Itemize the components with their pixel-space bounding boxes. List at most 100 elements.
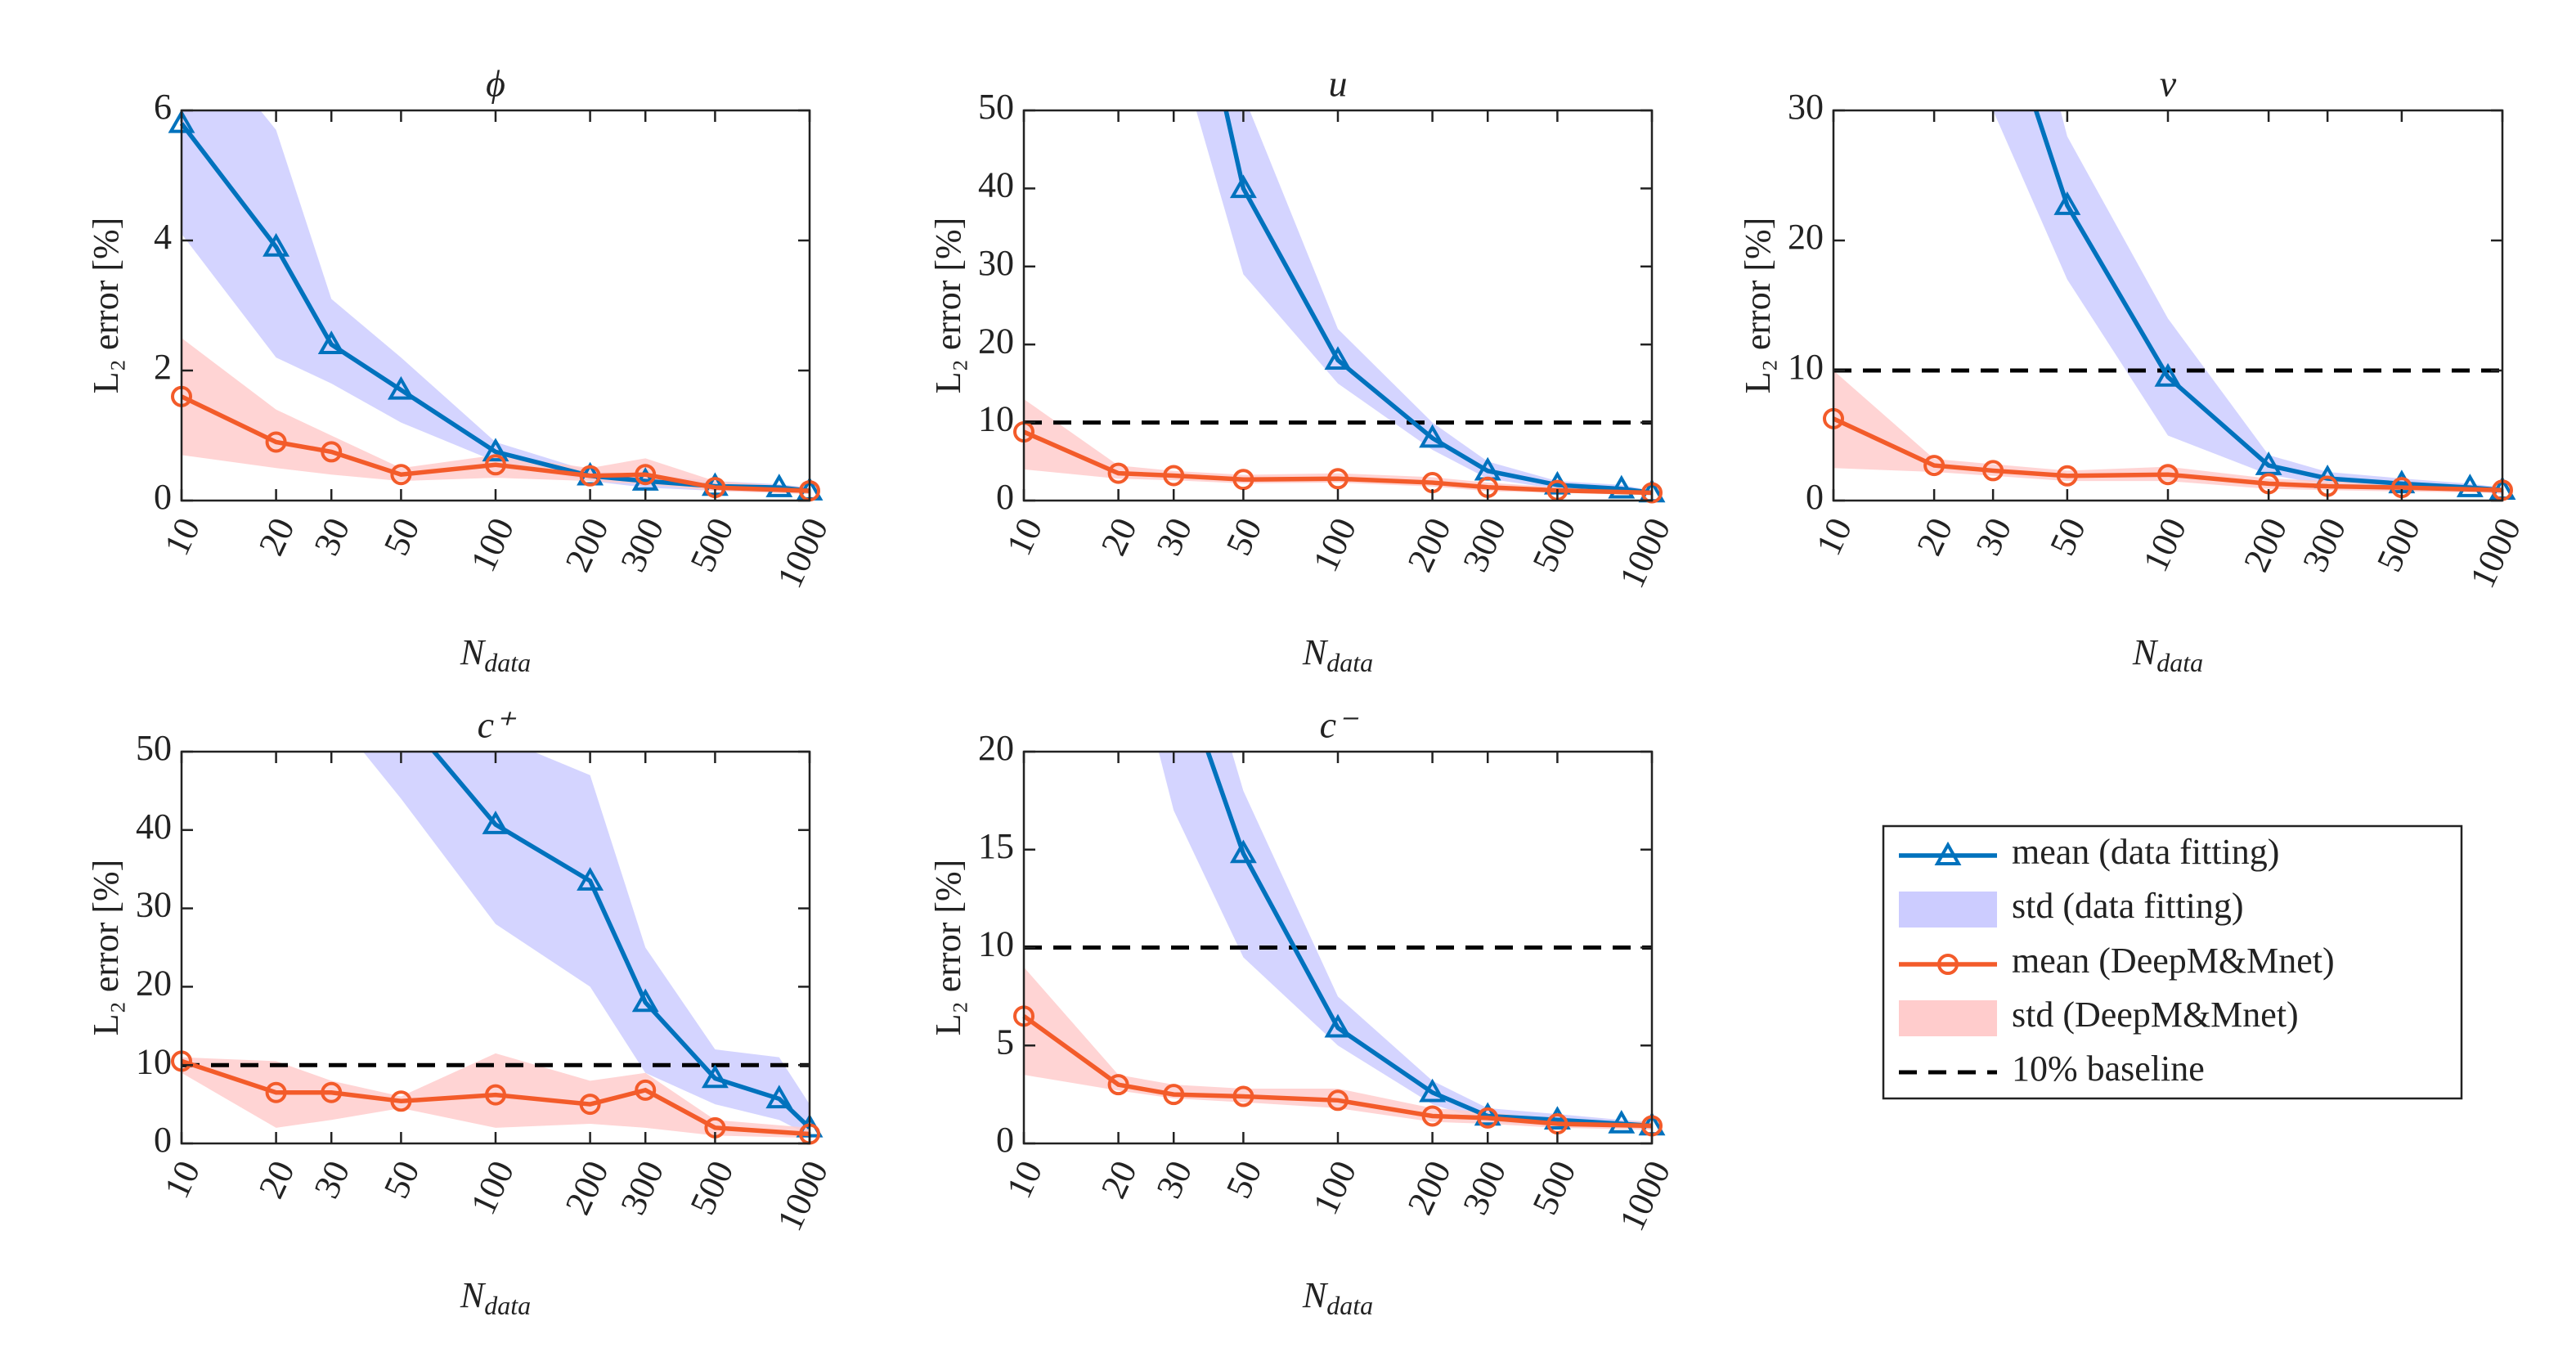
x-label-main: N xyxy=(1302,1275,1329,1315)
mean-line xyxy=(181,1058,810,1137)
marker xyxy=(1163,643,1184,662)
y-tick-label: 30 xyxy=(136,885,172,925)
marker xyxy=(1324,346,1352,371)
marker xyxy=(390,1090,412,1112)
y-tick-label: 20 xyxy=(978,728,1014,768)
y-tick-label: 40 xyxy=(978,164,1014,204)
y-tick-label: 0 xyxy=(996,477,1014,517)
marker xyxy=(485,454,506,476)
chart-title: ϕ xyxy=(486,63,505,105)
mean-line xyxy=(1223,110,1653,496)
marker xyxy=(317,330,345,354)
marker xyxy=(1232,469,1254,491)
x-label-sub: data xyxy=(484,1291,531,1320)
marker xyxy=(1477,1107,1499,1129)
marker xyxy=(765,474,793,497)
y-axis-label: L₂ error [%] xyxy=(928,860,968,1036)
marker xyxy=(321,584,342,603)
x-tick-label: 50 xyxy=(2042,512,2094,562)
y-tick-label: 50 xyxy=(136,728,172,768)
marker xyxy=(1474,1102,1501,1126)
y-axis-label: L₂ error [%] xyxy=(86,218,126,394)
legend-label: mean (DeepM&Mnet) xyxy=(2012,941,2335,981)
x-tick-label: 10 xyxy=(999,1155,1050,1205)
marker xyxy=(631,988,659,1013)
x-label-main: N xyxy=(1302,632,1329,672)
legend-marker xyxy=(1937,954,1959,975)
x-axis-label: Ndata xyxy=(460,632,531,677)
y-tick-label: 5 xyxy=(996,1022,1014,1062)
x-tick-label: 1000 xyxy=(1612,512,1679,594)
marker xyxy=(2157,464,2179,486)
x-tick-label: 50 xyxy=(376,512,428,562)
x-tick-label: 200 xyxy=(1400,1155,1459,1221)
marker xyxy=(635,464,657,486)
marker xyxy=(1229,839,1257,864)
x-tick-label: 300 xyxy=(2295,512,2354,578)
x-tick-label: 200 xyxy=(558,1155,617,1221)
x-tick-label: 30 xyxy=(306,512,357,562)
marker xyxy=(1327,468,1349,490)
mean-line xyxy=(2033,110,2503,493)
marker xyxy=(1232,1085,1254,1107)
legend-label: std (DeepM&Mnet) xyxy=(2012,995,2299,1035)
legend-label: std (data fitting) xyxy=(2012,886,2244,926)
x-label-sub: data xyxy=(2156,648,2203,677)
plot xyxy=(171,584,824,1145)
mean-line xyxy=(1022,429,1653,496)
x-label-main: N xyxy=(460,1275,487,1315)
marker xyxy=(1608,474,1636,499)
legend-swatch xyxy=(1899,892,1997,928)
marker xyxy=(635,1079,657,1101)
marker xyxy=(1163,465,1185,487)
x-axis-label: Ndata xyxy=(2132,632,2203,677)
legend-swatch xyxy=(1899,1000,1997,1036)
marker xyxy=(2056,465,2078,487)
marker xyxy=(321,441,343,463)
x-tick-label: 1000 xyxy=(770,1155,837,1237)
y-tick-label: 6 xyxy=(154,87,172,127)
plot xyxy=(1823,110,2516,501)
mean-line xyxy=(180,394,810,493)
x-tick-label: 20 xyxy=(1093,512,1145,562)
x-label-sub: data xyxy=(484,648,531,677)
chart-title: c⁻ xyxy=(1320,704,1359,746)
y-tick-label: 2 xyxy=(154,347,172,387)
marker xyxy=(482,438,509,462)
y-tick-label: 30 xyxy=(1788,87,1824,127)
marker xyxy=(387,375,415,400)
x-tick-label: 300 xyxy=(613,512,671,578)
x-tick-label: 20 xyxy=(251,512,303,562)
y-axis-label: L₂ error [%] xyxy=(928,218,968,394)
x-tick-label: 1000 xyxy=(1612,1155,1679,1237)
marker xyxy=(1229,174,1257,199)
x-tick-label: 20 xyxy=(1909,512,1960,562)
mean-line xyxy=(431,752,811,1130)
legend-label: 10% baseline xyxy=(2012,1049,2205,1089)
mean-line xyxy=(1022,1014,1653,1129)
x-tick-label: 20 xyxy=(1093,1155,1145,1205)
y-tick-label: 0 xyxy=(1806,477,1824,517)
x-label-sub: data xyxy=(1326,1291,1373,1320)
x-tick-label: 50 xyxy=(1218,1155,1270,1205)
x-tick-label: 30 xyxy=(1968,512,2019,562)
marker xyxy=(321,1081,343,1103)
marker xyxy=(482,811,509,834)
x-axis-label: Ndata xyxy=(1302,632,1373,677)
x-label-main: N xyxy=(460,632,487,672)
marker xyxy=(765,1085,793,1109)
mean-line xyxy=(1832,416,2503,493)
x-label-main: N xyxy=(2132,632,2159,672)
y-tick-label: 10 xyxy=(978,924,1014,964)
legend: mean (data fitting) std (data fitting) mea… xyxy=(1882,824,2463,1100)
x-tick-label: 500 xyxy=(682,512,741,578)
mean-line xyxy=(1205,752,1653,1129)
x-tick-label: 300 xyxy=(1455,512,1514,578)
plot xyxy=(1013,643,1666,1143)
marker xyxy=(1324,1013,1352,1038)
marker xyxy=(485,1084,506,1106)
marker xyxy=(265,431,287,453)
x-tick-label: 10 xyxy=(999,512,1050,562)
legend-marker xyxy=(1934,841,1962,865)
